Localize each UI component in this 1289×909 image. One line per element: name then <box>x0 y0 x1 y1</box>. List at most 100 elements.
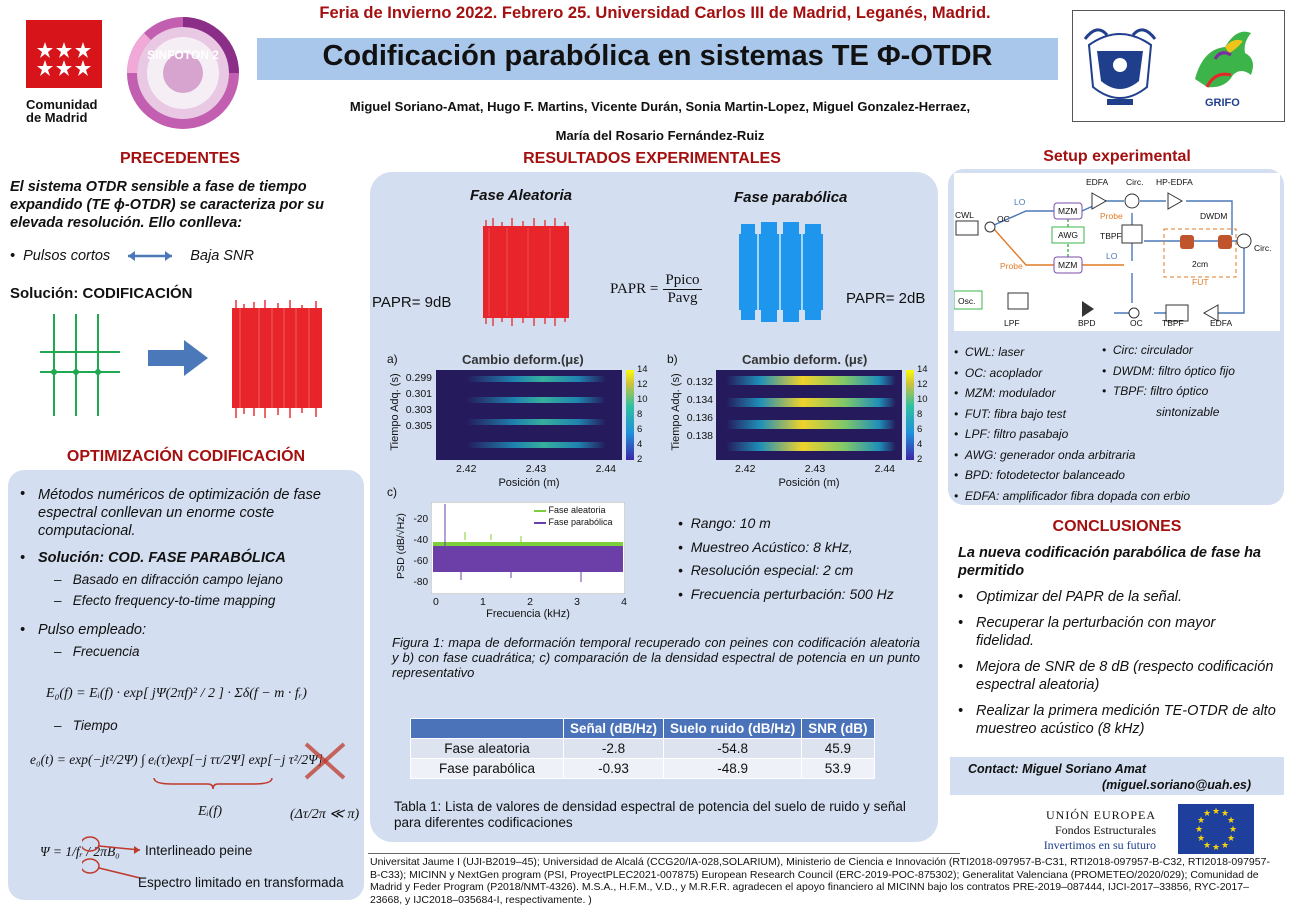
optimizacion-content: • Métodos numéricos de optimización de fa… <box>20 486 360 659</box>
setup-title: Setup experimental <box>1043 148 1191 165</box>
coded-signal-red <box>232 300 322 418</box>
papr-equation: PAPR = Ppico Pavg <box>610 272 702 307</box>
condition: (Δτ/2π ≪ π) <box>290 807 360 822</box>
colorbar-b-ticks: 14 12 10 8 6 4 2 <box>917 364 928 465</box>
eu-flag-icon: ★ ★★★★★ ★★★★★★ <box>1178 804 1254 854</box>
university-logos-box: GRIFO <box>1072 10 1285 122</box>
authors: Miguel Soriano-Amat, Hugo F. Martins, Vi… <box>280 92 1040 150</box>
diagram-edfa-2: EDFA <box>1210 318 1233 328</box>
results-table-wrap: Señal (dB/Hz) Suelo ruido (dB/Hz) SNR (d… <box>410 718 875 779</box>
setup-legend-right: • Circ: circulador • DWDM: filtro óptico… <box>1102 343 1235 419</box>
diagram-twocm: 2cm <box>1192 259 1208 269</box>
spec-rango: Rango: 10 m <box>690 515 771 531</box>
svg-text:★: ★ <box>1212 843 1220 853</box>
parabolic-phase-signal <box>739 222 823 322</box>
title-band <box>257 38 1058 80</box>
svg-text:★: ★ <box>1227 834 1235 844</box>
opt-sub-freq: – Frecuencia <box>54 644 140 659</box>
plot-b-ylabel: Tiempo Adq. (s) <box>670 373 682 451</box>
pulsos-cortos: Pulsos cortos <box>23 248 111 264</box>
opt-sub-2: – Efecto frequency-to-time mapping <box>54 593 276 608</box>
fase-parabolica-label: Fase parabólica <box>734 189 848 206</box>
plot-b-xticks: 2.42 2.43 2.44 <box>735 463 895 475</box>
grifo-griffin-icon <box>1195 31 1253 88</box>
diagram-lo-1: LO <box>1014 197 1026 207</box>
svg-text:★: ★ <box>1203 841 1211 851</box>
eu-text: UNIÓN EUROPEA Fondos Estructurales Inver… <box>1020 808 1156 853</box>
opt-sub-1: – Basado en difracción campo lejano <box>54 572 283 587</box>
eu-line-1: UNIÓN EUROPEA <box>1046 808 1156 822</box>
diagram-oc-2: OC <box>1130 318 1143 328</box>
strain-map-b <box>716 370 902 460</box>
precedentes-bullet: • Pulsos cortos Baja SNR <box>10 248 254 264</box>
conclusiones-lead: La nueva codificación parabólica de fase… <box>958 545 1261 579</box>
precedentes-intro: El sistema OTDR sensible a fase de tiemp… <box>10 179 324 231</box>
diagram-bpd: BPD <box>1078 318 1095 328</box>
spec-resolucion: Resolución especial: 2 cm <box>690 562 854 578</box>
conclusiones-list: • Optimizar del PAPR de la señal. • Recupe… <box>958 589 1276 737</box>
conclusiones-title: CONCLUSIONES <box>1052 518 1182 535</box>
legend-fase-parabolica: Fase parabólica <box>548 517 613 527</box>
diagram-mzm-1: MZM <box>1058 206 1077 216</box>
setup-legend-left: • CWL: laser • OC: acoplador • MZM: modu… <box>954 345 1191 503</box>
label-peine: Interlineado peine <box>145 843 253 858</box>
table-header-empty <box>410 718 564 739</box>
footer-rule <box>368 853 960 854</box>
opt-bullet-1: Métodos numéricos de optimización de fas… <box>38 487 321 539</box>
diagram-dwdm: DWDM <box>1200 211 1227 221</box>
colorbar-a <box>626 370 634 460</box>
diagram-oc: OC <box>997 214 1010 224</box>
pointer-arrows <box>82 836 141 879</box>
coding-diagram-green <box>40 314 120 416</box>
underbrace-icon <box>153 777 273 790</box>
conference-line: Feria de Invierno 2022. Febrero 25. Univ… <box>319 4 991 22</box>
svg-text:★: ★ <box>1221 809 1229 819</box>
diagram-cwl: CWL <box>955 210 974 220</box>
svg-text:★: ★ <box>1229 825 1237 835</box>
plot-b-yticks: 0.132 0.134 0.136 0.138 <box>686 376 713 442</box>
plot-b-title: Cambio deform. (με) <box>742 352 868 367</box>
svg-text:★: ★ <box>1197 834 1205 844</box>
diagram-lo-2: LO <box>1106 251 1118 261</box>
papr-lhs: PAPR = <box>610 281 659 297</box>
strain-map-a <box>436 370 622 460</box>
diagram-probe-2: Probe <box>1100 211 1123 221</box>
diagram-circ-2: Circ. <box>1254 243 1271 253</box>
papr-left: PAPR= 9dB <box>372 294 452 311</box>
diagram-tbpf-2: TBPF <box>1162 318 1184 328</box>
double-arrow-icon <box>128 251 173 262</box>
svg-text:★: ★ <box>1195 825 1203 835</box>
plot-b-xlabel: Posición (m) <box>778 477 840 489</box>
table-row: Fase parabólica -0.93 -48.9 53.9 <box>410 758 875 779</box>
spec-frecuencia: Frecuencia perturbación: 500 Hz <box>690 585 894 602</box>
random-phase-signal <box>483 218 569 326</box>
contact-email[interactable]: (miguel.soriano@uah.es) <box>1102 778 1252 792</box>
papr-right: PAPR= 2dB <box>846 290 926 307</box>
equation-time: e₀(t) = exp(−jt²/2Ψ) ∫ eᵢ(τ)exp[−j ττ/2Ψ… <box>30 752 323 767</box>
table-row: Fase aleatoria -2.8 -54.8 45.9 <box>410 738 875 759</box>
diagram-circ-1: Circ. <box>1126 177 1143 187</box>
page-title: Codificación parabólica en sistemas TE Φ… <box>322 40 993 72</box>
precedentes-solution: Solución: CODIFICACIÓN <box>10 285 193 302</box>
opt-bullet-3: Pulso empleado: <box>38 622 147 638</box>
diagram-fut: FUT <box>1192 277 1209 287</box>
svg-text:★: ★ <box>1197 816 1205 826</box>
footer-acknowledgements: Universitat Jaume I (UJI-B2019–45); Univ… <box>370 856 1270 906</box>
cross-out-mark <box>304 742 346 780</box>
sinfoton-logo: SINFOTON 2 <box>124 14 242 132</box>
comunidad-madrid-flag <box>26 20 102 88</box>
papr-den: Pavg <box>667 290 698 306</box>
svg-text:★: ★ <box>1203 809 1211 819</box>
plot-b-label: b) <box>667 352 678 366</box>
specs-list: • Rango: 10 m • Muestreo Acústico: 8 kHz… <box>678 515 894 602</box>
table-caption: Tabla 1: Lista de valores de densidad es… <box>394 799 906 830</box>
legend-fase-aleatoria: Fase aleatoria <box>548 505 606 515</box>
opt-sub-time: – Tiempo <box>54 718 118 733</box>
svg-text:★: ★ <box>1221 841 1229 851</box>
equation-frequency: E₀(f) = Eᵢ(f) · exp[ jΨ(2πf)² / 2 ] · Σδ… <box>46 686 307 701</box>
contact-label: Contact: Miguel Soriano Amat <box>968 762 1147 776</box>
grifo-label: GRIFO <box>1205 97 1240 109</box>
table-header-suelo: Suelo ruido (dB/Hz) <box>663 718 803 739</box>
label-espectro: Espectro limitado en transformada <box>138 875 344 890</box>
table-header-senal: Señal (dB/Hz) <box>562 718 665 739</box>
